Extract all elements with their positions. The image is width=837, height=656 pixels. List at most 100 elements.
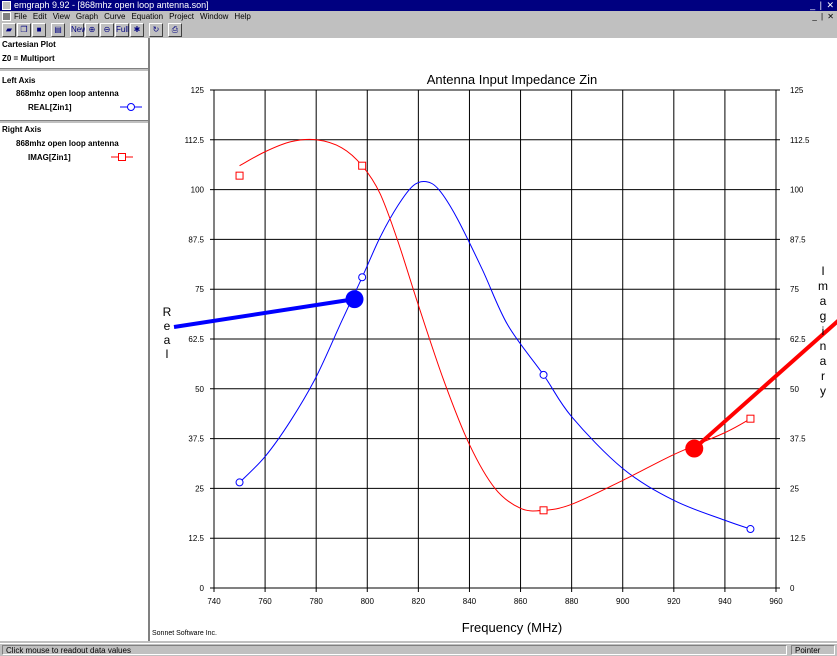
copy-icon[interactable]: ❐ (17, 23, 31, 37)
tick-labels: 740 760 780 800 820 840 860 880 900 920 940 960 0 0 12… (185, 86, 810, 606)
imag-curve (239, 138, 751, 512)
x-tick-label: 760 (258, 597, 272, 606)
imaginary-annotation-letter: r (821, 369, 825, 383)
right-y-tick-label: 87.5 (790, 235, 806, 244)
real-callout-dot (345, 290, 364, 309)
right-axis-header: Right Axis (2, 125, 42, 134)
real-annotation-letter: l (166, 347, 169, 361)
left-axis-file: 868mhz open loop antenna (16, 89, 119, 98)
imaginary-annotation-letter: a (820, 294, 827, 308)
menu-equation[interactable]: Equation (131, 12, 164, 21)
app-icon[interactable] (2, 1, 11, 10)
window-title: emgraph 9.92 - [868mhz open loop antenna… (14, 0, 209, 10)
title-bar: emgraph 9.92 - [868mhz open loop antenna… (0, 0, 837, 11)
menu-edit[interactable]: Edit (32, 12, 47, 21)
settings-icon[interactable]: ✱ (130, 23, 144, 37)
print-preview-icon[interactable]: ▤ (51, 23, 65, 37)
imaginary-annotation-letter: i (822, 324, 825, 338)
zoom-in-icon[interactable]: ⊕ (85, 23, 99, 37)
imag-callout-arrow (692, 319, 837, 451)
x-tick-label: 800 (361, 597, 375, 606)
right-y-tick-label: 0 (790, 584, 795, 593)
menu-curve[interactable]: Curve (104, 12, 126, 21)
divider (0, 68, 148, 71)
left-y-tick-label: 75 (195, 285, 204, 294)
impedance-chart[interactable]: 740 760 780 800 820 840 860 880 900 920 940 960 0 0 12… (150, 38, 837, 641)
left-y-tick-label: 125 (191, 86, 205, 95)
left-y-tick-label: 50 (195, 385, 204, 394)
menu-project[interactable]: Project (169, 12, 194, 21)
new-graph-icon[interactable]: New (70, 23, 87, 37)
plot-area[interactable]: 740 760 780 800 820 840 860 880 900 920 940 960 0 0 12… (150, 38, 837, 641)
real-marker (746, 525, 755, 534)
document-window-controls[interactable]: _ | ✕ (812, 12, 835, 21)
imaginary-annotation-letter: I (821, 264, 824, 278)
real-callout-arrow (173, 297, 355, 329)
menu-graph[interactable]: Graph (75, 12, 99, 21)
real-marker (539, 370, 548, 379)
window-controls[interactable]: _ | ✕ (810, 0, 835, 10)
imaginary-annotation-letter: g (820, 309, 827, 323)
real-marker (235, 478, 244, 487)
x-tick-label: 820 (412, 597, 426, 606)
real-curve (239, 180, 751, 530)
x-tick-label: 880 (565, 597, 579, 606)
right-y-tick-label: 50 (790, 385, 799, 394)
left-y-tick-label: 112.5 (185, 136, 205, 145)
left-y-tick-label: 12.5 (188, 534, 204, 543)
left-axis-curve[interactable]: REAL[Zin1] (28, 103, 72, 112)
imag-marker (235, 171, 244, 180)
menu-help[interactable]: Help (234, 12, 251, 21)
plot-type: Cartesian Plot (2, 40, 56, 49)
imag-marker (539, 506, 548, 515)
document-icon[interactable] (2, 12, 11, 21)
right-y-tick-label: 112.5 (790, 136, 810, 145)
x-tick-label: 840 (463, 597, 477, 606)
right-y-tick-label: 25 (790, 484, 799, 493)
toolbar: ▰ ❐ ■ ▤ New ⊕ ⊖ Full ✱ ↻ ⎙ (0, 22, 837, 39)
imag-callout-dot (685, 439, 704, 458)
x-tick-label: 920 (667, 597, 681, 606)
real-annotation-letter: a (164, 333, 171, 347)
left-y-tick-label: 25 (195, 484, 204, 493)
left-y-tick-label: 62.5 (188, 335, 204, 344)
menu-window[interactable]: Window (199, 12, 229, 21)
print-icon[interactable]: ⎙ (168, 23, 182, 37)
imag-marker (746, 414, 755, 423)
save-icon[interactable]: ■ (32, 23, 46, 37)
right-y-tick-label: 62.5 (790, 335, 806, 344)
chart-title: Antenna Input Impedance Zin (427, 72, 598, 87)
real-legend-icon (120, 103, 142, 111)
x-tick-label: 900 (616, 597, 630, 606)
z0-label: Z0 = Multiport (2, 54, 55, 63)
zoom-out-icon[interactable]: ⊖ (100, 23, 114, 37)
status-bar: Click mouse to readout data values Point… (0, 643, 837, 656)
open-icon[interactable]: ▰ (2, 23, 16, 37)
left-y-tick-label: 37.5 (188, 435, 204, 444)
x-tick-label: 740 (207, 597, 221, 606)
status-mode: Pointer (791, 645, 835, 655)
menu-file[interactable]: File (14, 12, 27, 21)
divider (0, 120, 148, 123)
imag-marker (358, 161, 367, 170)
real-annotation-letter: e (164, 319, 171, 333)
right-axis-curve[interactable]: IMAG[Zin1] (28, 153, 71, 162)
right-y-tick-label: 12.5 (790, 534, 806, 543)
watermark: Sonnet Software Inc. (152, 630, 217, 637)
full-view-icon[interactable]: Full (115, 23, 129, 37)
imaginary-annotation-letter: y (820, 384, 826, 398)
x-axis-label: Frequency (MHz) (462, 620, 562, 635)
real-annotation-letter: R (163, 305, 172, 319)
imaginary-annotation-letter: a (820, 354, 827, 368)
refresh-icon[interactable]: ↻ (149, 23, 163, 37)
status-message: Click mouse to readout data values (2, 645, 787, 655)
x-tick-label: 780 (310, 597, 324, 606)
x-tick-label: 940 (718, 597, 732, 606)
right-y-tick-label: 125 (790, 86, 804, 95)
x-tick-label: 860 (514, 597, 528, 606)
legend-panel: Cartesian Plot Z0 = Multiport Left Axis … (0, 38, 150, 641)
imag-legend-icon (111, 153, 133, 161)
left-y-tick-label: 87.5 (188, 235, 204, 244)
menu-view[interactable]: View (52, 12, 70, 21)
menu-bar: File Edit View Graph Curve Equation Proj… (0, 11, 837, 22)
